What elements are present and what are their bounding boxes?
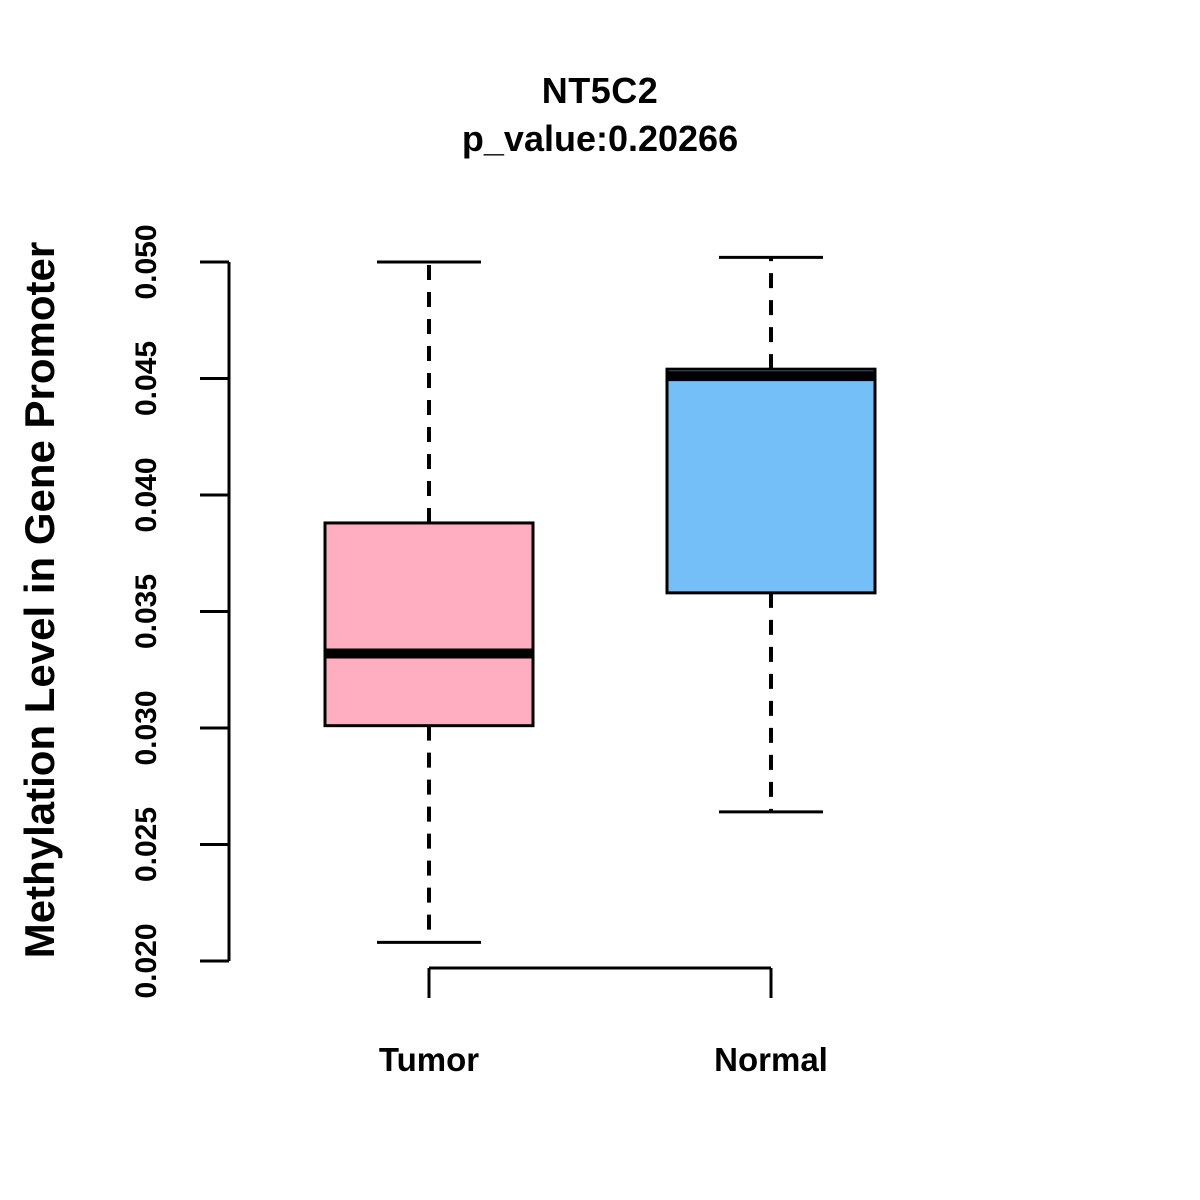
box-normal <box>665 367 877 595</box>
box-tumor <box>323 521 535 728</box>
x-group-label-normal: Normal <box>714 1041 828 1078</box>
chart-subtitle: p_value:0.20266 <box>461 118 739 159</box>
y-tick-label: 0.020 <box>130 923 163 998</box>
y-tick-label: 0.040 <box>130 457 163 532</box>
chart-title: NT5C2 <box>541 70 659 111</box>
y-tick-label: 0.035 <box>130 574 163 649</box>
y-tick-label: 0.045 <box>130 341 163 416</box>
x-group-label-tumor: Tumor <box>379 1041 479 1078</box>
y-tick-label: 0.050 <box>130 224 163 299</box>
y-tick-label: 0.025 <box>130 807 163 882</box>
y-tick-label: 0.030 <box>130 690 163 765</box>
